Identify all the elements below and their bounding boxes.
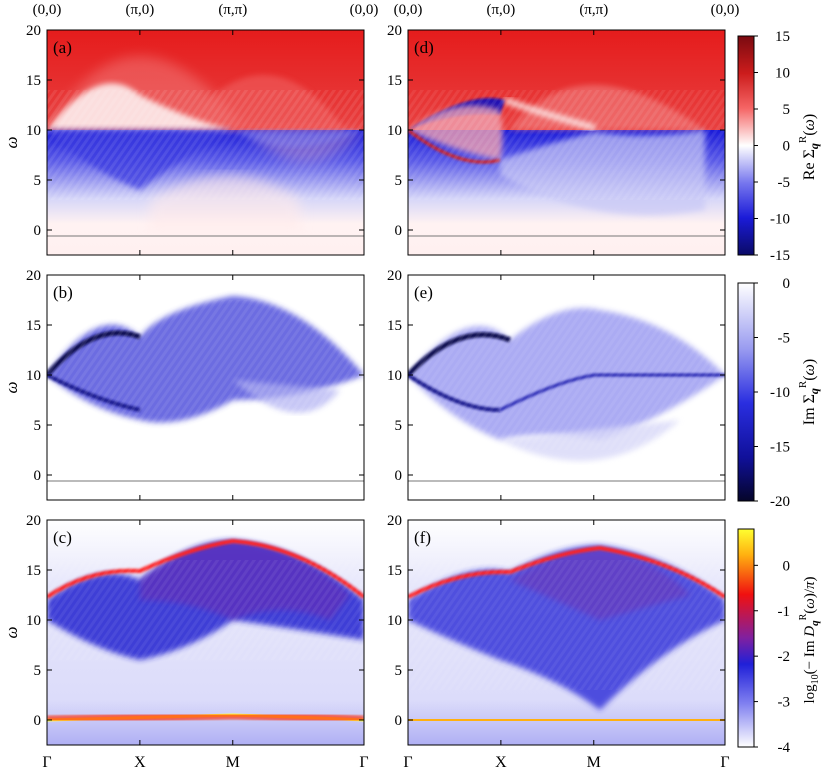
colorbar-d-label: log10(− Im DqR(ω)/π) bbox=[798, 576, 821, 703]
y-tick-label: 0 bbox=[34, 713, 42, 729]
y-tick-label: 15 bbox=[387, 318, 402, 334]
panel-a-frame bbox=[46, 29, 365, 256]
panel-b-frame bbox=[46, 274, 365, 501]
x-tick-label: Γ bbox=[42, 754, 51, 771]
y-axis-label: ω bbox=[2, 626, 21, 638]
colorbar-tick-label: -5 bbox=[778, 175, 791, 191]
panel-e-heatmap bbox=[408, 275, 725, 500]
y-tick-label: 0 bbox=[395, 223, 403, 239]
panel-c-heatmap bbox=[47, 520, 364, 745]
y-tick-label: 15 bbox=[26, 318, 41, 334]
colorbar-tick-label: -5 bbox=[778, 331, 791, 347]
panel-f-heatmap bbox=[408, 520, 725, 745]
top-tick-label: (0,0) bbox=[711, 2, 740, 18]
colorbar-tick-label: 0 bbox=[783, 139, 791, 155]
panel-label-f: (f) bbox=[414, 528, 431, 547]
x-tick-label: Γ bbox=[403, 754, 412, 771]
x-tick-label: M bbox=[226, 754, 240, 771]
y-tick-label: 15 bbox=[387, 73, 402, 89]
panel-label-d: (d) bbox=[414, 38, 434, 57]
colorbar-tick-label: -3 bbox=[778, 695, 791, 711]
top-tick-label: (π,π) bbox=[579, 2, 608, 18]
top-tick-label: (0,0) bbox=[350, 2, 379, 18]
colorbar-tick-label: 15 bbox=[775, 29, 790, 45]
top-tick-label: (π,0) bbox=[486, 2, 515, 18]
top-tick-label: (0,0) bbox=[33, 2, 62, 18]
y-tick-label: 5 bbox=[34, 418, 42, 434]
colorbar-tick-label: 5 bbox=[783, 102, 791, 118]
panel-label-b: (b) bbox=[53, 283, 73, 302]
x-tick-label: X bbox=[134, 754, 146, 771]
colorbar-tick-label: -1 bbox=[778, 604, 791, 620]
y-tick-label: 10 bbox=[26, 368, 41, 384]
colorbar-tick-label: 0 bbox=[783, 276, 791, 292]
y-axis-label: ω bbox=[2, 381, 21, 393]
y-tick-label: 15 bbox=[387, 563, 402, 579]
y-tick-label: 0 bbox=[395, 713, 403, 729]
y-tick-label: 10 bbox=[26, 123, 41, 139]
y-tick-label: 20 bbox=[26, 268, 41, 284]
y-tick-label: 10 bbox=[26, 613, 41, 629]
y-tick-label: 0 bbox=[34, 468, 42, 484]
y-tick-label: 0 bbox=[395, 468, 403, 484]
x-tick-label: M bbox=[587, 754, 601, 771]
panel-f-frame bbox=[407, 519, 726, 746]
y-tick-label: 20 bbox=[387, 268, 402, 284]
panel-e-frame bbox=[407, 274, 726, 501]
y-tick-label: 10 bbox=[387, 368, 402, 384]
colorbar-im bbox=[737, 282, 755, 502]
y-tick-label: 20 bbox=[387, 23, 402, 39]
panel-d-heatmap bbox=[408, 30, 725, 255]
panel-label-e: (e) bbox=[414, 283, 433, 302]
y-tick-label: 0 bbox=[34, 223, 42, 239]
y-tick-label: 5 bbox=[34, 173, 42, 189]
y-tick-label: 5 bbox=[34, 663, 42, 679]
panel-b-heatmap bbox=[47, 275, 364, 500]
colorbar-tick-label: -20 bbox=[770, 494, 790, 510]
y-tick-label: 5 bbox=[395, 418, 403, 434]
y-tick-label: 10 bbox=[387, 123, 402, 139]
top-tick-label: (π,0) bbox=[125, 2, 154, 18]
colorbar-tick-label: -10 bbox=[770, 212, 790, 228]
x-tick-label: Γ bbox=[720, 754, 729, 771]
y-tick-label: 15 bbox=[26, 563, 41, 579]
colorbar-re-label: Re ΣqR(ω) bbox=[797, 114, 821, 180]
y-tick-label: 20 bbox=[26, 23, 41, 39]
panel-label-a: (a) bbox=[53, 38, 72, 57]
y-tick-label: 10 bbox=[387, 613, 402, 629]
x-tick-label: Γ bbox=[359, 754, 368, 771]
y-tick-label: 15 bbox=[26, 73, 41, 89]
colorbar-tick-label: -4 bbox=[778, 740, 791, 756]
y-tick-label: 5 bbox=[395, 173, 403, 189]
panel-a-heatmap bbox=[47, 30, 364, 255]
colorbar-tick-label: -15 bbox=[770, 440, 790, 456]
x-tick-label: X bbox=[495, 754, 507, 771]
y-axis-label: ω bbox=[2, 136, 21, 148]
colorbar-im-label: Im ΣqR(ω) bbox=[797, 359, 821, 425]
panel-d-frame bbox=[407, 29, 726, 256]
colorbar-tick-label: -10 bbox=[770, 385, 790, 401]
top-tick-label: (0,0) bbox=[394, 2, 423, 18]
y-tick-label: 5 bbox=[395, 663, 403, 679]
top-tick-label: (π,π) bbox=[218, 2, 247, 18]
y-tick-label: 20 bbox=[26, 513, 41, 529]
y-tick-label: 20 bbox=[387, 513, 402, 529]
panel-c-frame bbox=[46, 519, 365, 746]
colorbar-d bbox=[737, 528, 755, 748]
colorbar-re bbox=[737, 35, 755, 256]
colorbar-tick-label: -2 bbox=[778, 649, 791, 665]
colorbar-tick-label: -15 bbox=[770, 248, 790, 264]
colorbar-tick-label: 10 bbox=[775, 66, 790, 82]
colorbar-tick-label: 0 bbox=[783, 558, 791, 574]
panel-label-c: (c) bbox=[53, 528, 72, 547]
